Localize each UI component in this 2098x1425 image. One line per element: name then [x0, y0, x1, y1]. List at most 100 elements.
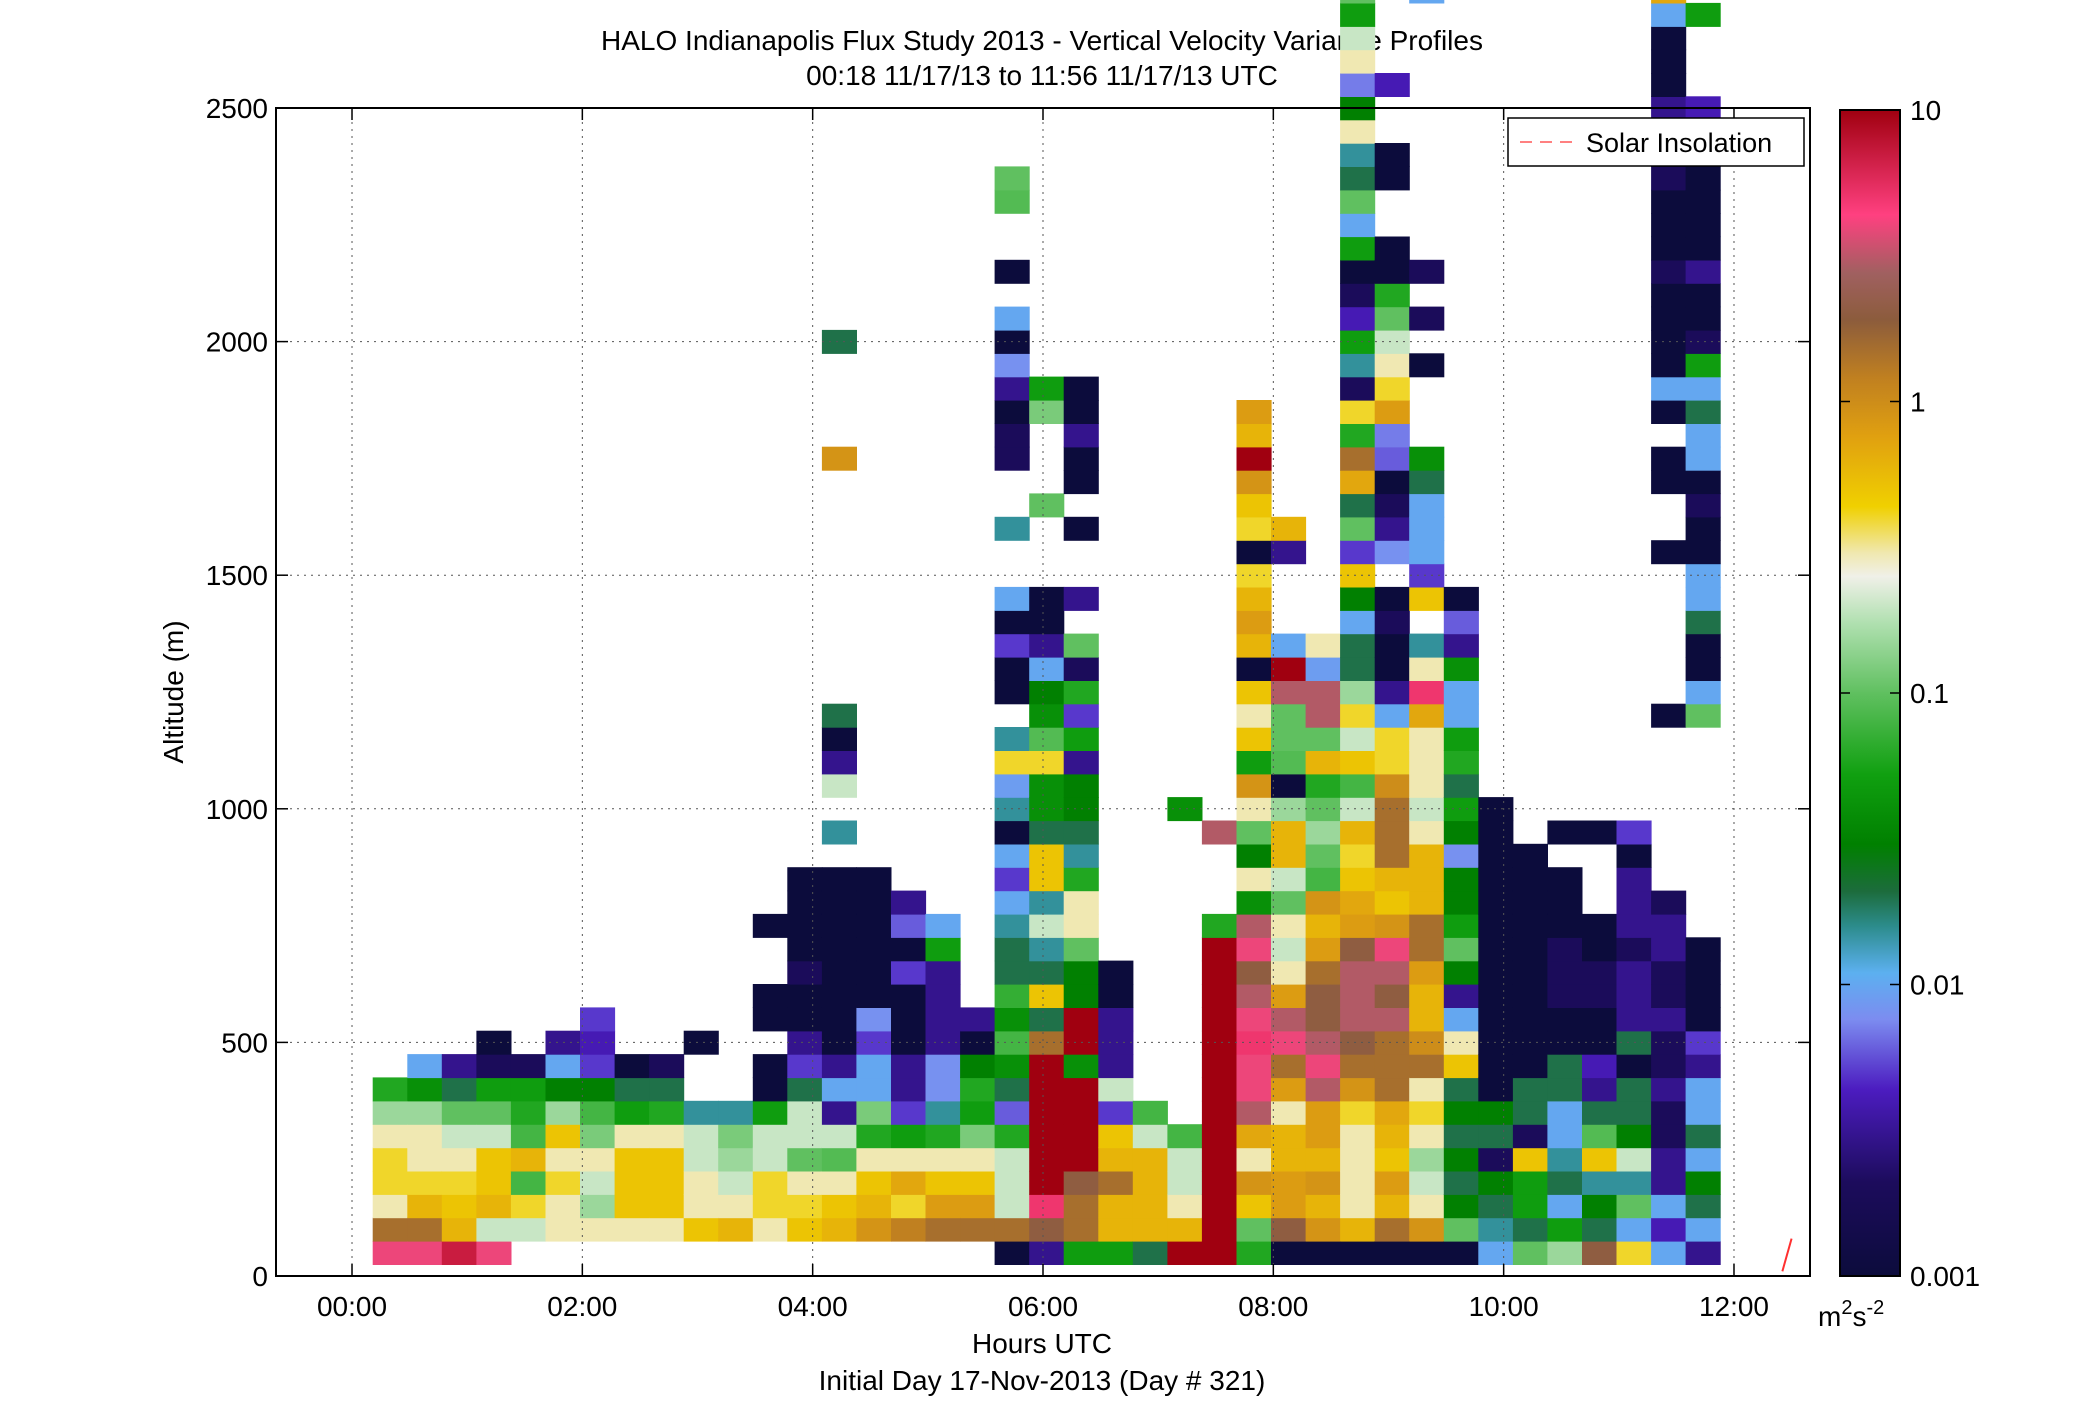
heatmap-cell	[1271, 1077, 1307, 1102]
heatmap-cell	[1651, 213, 1687, 238]
heatmap-cell	[1616, 984, 1652, 1008]
heatmap-cell	[441, 1241, 477, 1265]
heatmap-cell	[1305, 820, 1341, 845]
heatmap-cell	[1063, 843, 1099, 868]
heatmap-cell	[1685, 960, 1721, 985]
heatmap-cell	[1063, 633, 1099, 658]
heatmap-cell	[1374, 446, 1410, 471]
heatmap-cell	[752, 984, 788, 1008]
heatmap-cell	[1271, 820, 1307, 845]
heatmap-cell	[441, 1077, 477, 1102]
heatmap-cell	[1098, 1077, 1134, 1102]
heatmap-cell	[1582, 1124, 1618, 1149]
heatmap-cell	[1512, 1054, 1548, 1079]
heatmap-cell	[683, 1030, 719, 1055]
heatmap-cell	[1651, 259, 1687, 284]
heatmap-cell	[752, 1007, 788, 1032]
heatmap-cell	[960, 1147, 996, 1172]
heatmap-cell	[1340, 353, 1376, 378]
heatmap-cell	[1305, 1241, 1341, 1265]
colorbar-units-exp2: -2	[1866, 1297, 1884, 1319]
heatmap-cell	[545, 1194, 581, 1219]
heatmap-cell	[1651, 913, 1687, 938]
heatmap-cell	[1063, 984, 1099, 1008]
y-tick-label: 2500	[206, 93, 268, 124]
heatmap-cell	[960, 1100, 996, 1125]
heatmap-cell	[821, 1054, 857, 1079]
heatmap-cells	[372, 0, 1721, 1265]
heatmap-cell	[1443, 937, 1479, 962]
heatmap-cell	[1685, 1194, 1721, 1219]
heatmap-cell	[1305, 1147, 1341, 1172]
heatmap-cell	[1340, 306, 1376, 331]
heatmap-cell	[1478, 1054, 1514, 1079]
heatmap-cell	[787, 1077, 823, 1102]
heatmap-cell	[994, 727, 1030, 751]
heatmap-cell	[994, 423, 1030, 448]
heatmap-cell	[925, 1054, 961, 1079]
heatmap-cell	[718, 1100, 754, 1125]
heatmap-cell	[1616, 1217, 1652, 1242]
heatmap-cell	[1236, 1147, 1272, 1172]
heatmap-cell	[614, 1217, 650, 1242]
heatmap-cell	[1167, 1147, 1203, 1172]
colorbar-units-mid: s	[1852, 1301, 1866, 1332]
heatmap-cell	[718, 1217, 754, 1242]
heatmap-cell	[510, 1147, 546, 1172]
heatmap-cell	[1271, 797, 1307, 822]
heatmap-cell	[1374, 586, 1410, 611]
heatmap-cell	[476, 1170, 512, 1195]
heatmap-cell	[718, 1124, 754, 1149]
heatmap-cell	[1132, 1194, 1168, 1219]
heatmap-cell	[1409, 773, 1445, 798]
heatmap-cell	[1512, 1147, 1548, 1172]
heatmap-cell	[1305, 1054, 1341, 1079]
heatmap-cell	[1340, 773, 1376, 798]
heatmap-cell	[891, 890, 927, 915]
heatmap-cell	[1063, 1007, 1099, 1032]
heatmap-cell	[1616, 937, 1652, 962]
heatmap-cell	[1547, 913, 1583, 938]
y-tick-label: 500	[221, 1027, 268, 1058]
heatmap-cell	[407, 1077, 443, 1102]
heatmap-cell	[1236, 960, 1272, 985]
heatmap-cell	[994, 1077, 1030, 1102]
heatmap-cell	[1236, 446, 1272, 471]
heatmap-cell	[510, 1194, 546, 1219]
heatmap-cell	[1305, 1124, 1341, 1149]
heatmap-cell	[649, 1170, 685, 1195]
heatmap-cell	[683, 1100, 719, 1125]
heatmap-cell	[1374, 657, 1410, 681]
heatmap-cell	[1616, 1124, 1652, 1149]
heatmap-cell	[925, 1170, 961, 1195]
heatmap-cell	[752, 1217, 788, 1242]
heatmap-cell	[1236, 1170, 1272, 1195]
heatmap-cell	[1374, 143, 1410, 167]
heatmap-cell	[683, 1217, 719, 1242]
x-axis-label: Hours UTC	[972, 1328, 1112, 1359]
heatmap-cell	[580, 1124, 616, 1149]
heatmap-cell	[1374, 400, 1410, 424]
heatmap-cell	[1236, 984, 1272, 1008]
heatmap-cell	[1374, 890, 1410, 915]
heatmap-cell	[891, 1007, 927, 1032]
heatmap-cell	[1340, 960, 1376, 985]
heatmap-cell	[1236, 773, 1272, 798]
heatmap-cell	[1305, 680, 1341, 705]
heatmap-cell	[1029, 843, 1065, 868]
heatmap-cell	[1029, 820, 1065, 845]
heatmap-cell	[1029, 680, 1065, 705]
heatmap-cell	[821, 1170, 857, 1195]
heatmap-cell	[994, 1170, 1030, 1195]
heatmap-cell	[1236, 540, 1272, 565]
heatmap-cell	[821, 1217, 857, 1242]
heatmap-cell	[1305, 1217, 1341, 1242]
heatmap-cell	[821, 913, 857, 938]
heatmap-cell	[1582, 1241, 1618, 1265]
heatmap-cell	[994, 1147, 1030, 1172]
heatmap-cell	[1478, 820, 1514, 845]
heatmap-cell	[994, 516, 1030, 541]
plot-area: 00:00 02:00 04:00 06:00 08:00 10:00 12:00 0 500…	[206, 0, 1811, 1322]
heatmap-cell	[1340, 516, 1376, 541]
heatmap-cell	[407, 1124, 443, 1149]
